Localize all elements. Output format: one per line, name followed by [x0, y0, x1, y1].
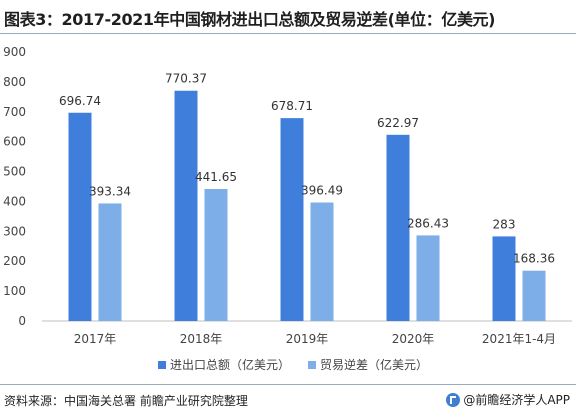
brand-mark: @前瞻经济学人APP — [446, 391, 570, 408]
y-tick-label: 0 — [18, 314, 26, 328]
bar-total — [386, 134, 410, 321]
y-tick-label: 900 — [3, 45, 26, 59]
bar-chart: 0 100 200 300 400 500 600 700 800 900 2017年 696.74 3… — [3, 45, 572, 372]
legend-swatch — [158, 361, 166, 369]
bar-deficit — [522, 270, 546, 321]
x-tick-label: 2021年1-4月 — [482, 332, 556, 346]
x-tick-label: 2017年 — [74, 332, 117, 346]
data-label: 622.97 — [377, 116, 419, 130]
y-tick-label: 300 — [3, 224, 26, 238]
y-tick-label: 800 — [3, 75, 26, 89]
title-divider — [0, 33, 576, 34]
source-note: 资料来源：中国海关总署 前瞻产业研究院整理 — [4, 394, 248, 408]
bar-total — [280, 118, 304, 322]
x-tick-label: 2020年 — [392, 332, 435, 346]
y-tick-label: 200 — [3, 254, 26, 268]
bar-total — [68, 112, 92, 321]
bar-total — [492, 236, 516, 321]
data-label: 770.37 — [165, 72, 207, 86]
data-label: 696.74 — [59, 94, 101, 108]
data-label: 441.65 — [195, 170, 237, 184]
data-label: 678.71 — [271, 99, 313, 113]
y-tick-label: 400 — [3, 194, 26, 208]
x-tick-label: 2018年 — [180, 332, 223, 346]
y-tick-label: 500 — [3, 165, 26, 179]
y-tick-label: 100 — [3, 284, 26, 298]
legend-label: 贸易逆差（亿美元） — [320, 357, 428, 372]
legend-swatch — [308, 361, 316, 369]
bar-deficit — [204, 188, 228, 321]
bar-deficit — [310, 202, 334, 321]
bar-deficit — [98, 203, 122, 321]
y-tick-label: 600 — [3, 135, 26, 149]
data-label: 393.34 — [89, 184, 131, 198]
footer-divider — [0, 384, 576, 385]
data-label: 286.43 — [407, 216, 449, 230]
bar-deficit — [416, 235, 440, 321]
legend-label: 进出口总额（亿美元） — [170, 357, 290, 372]
data-label: 283 — [493, 217, 516, 231]
data-label: 396.49 — [301, 183, 343, 197]
bar-total — [174, 90, 198, 321]
brand-label: @前瞻经济学人APP — [463, 393, 570, 407]
x-tick-label: 2019年 — [286, 332, 329, 346]
y-tick-label: 700 — [3, 105, 26, 119]
data-label: 168.36 — [513, 252, 555, 266]
brand-logo-icon — [446, 392, 461, 407]
chart-title: 图表3：2017-2021年中国钢材进出口总额及贸易逆差(单位：亿美元) — [4, 10, 496, 29]
